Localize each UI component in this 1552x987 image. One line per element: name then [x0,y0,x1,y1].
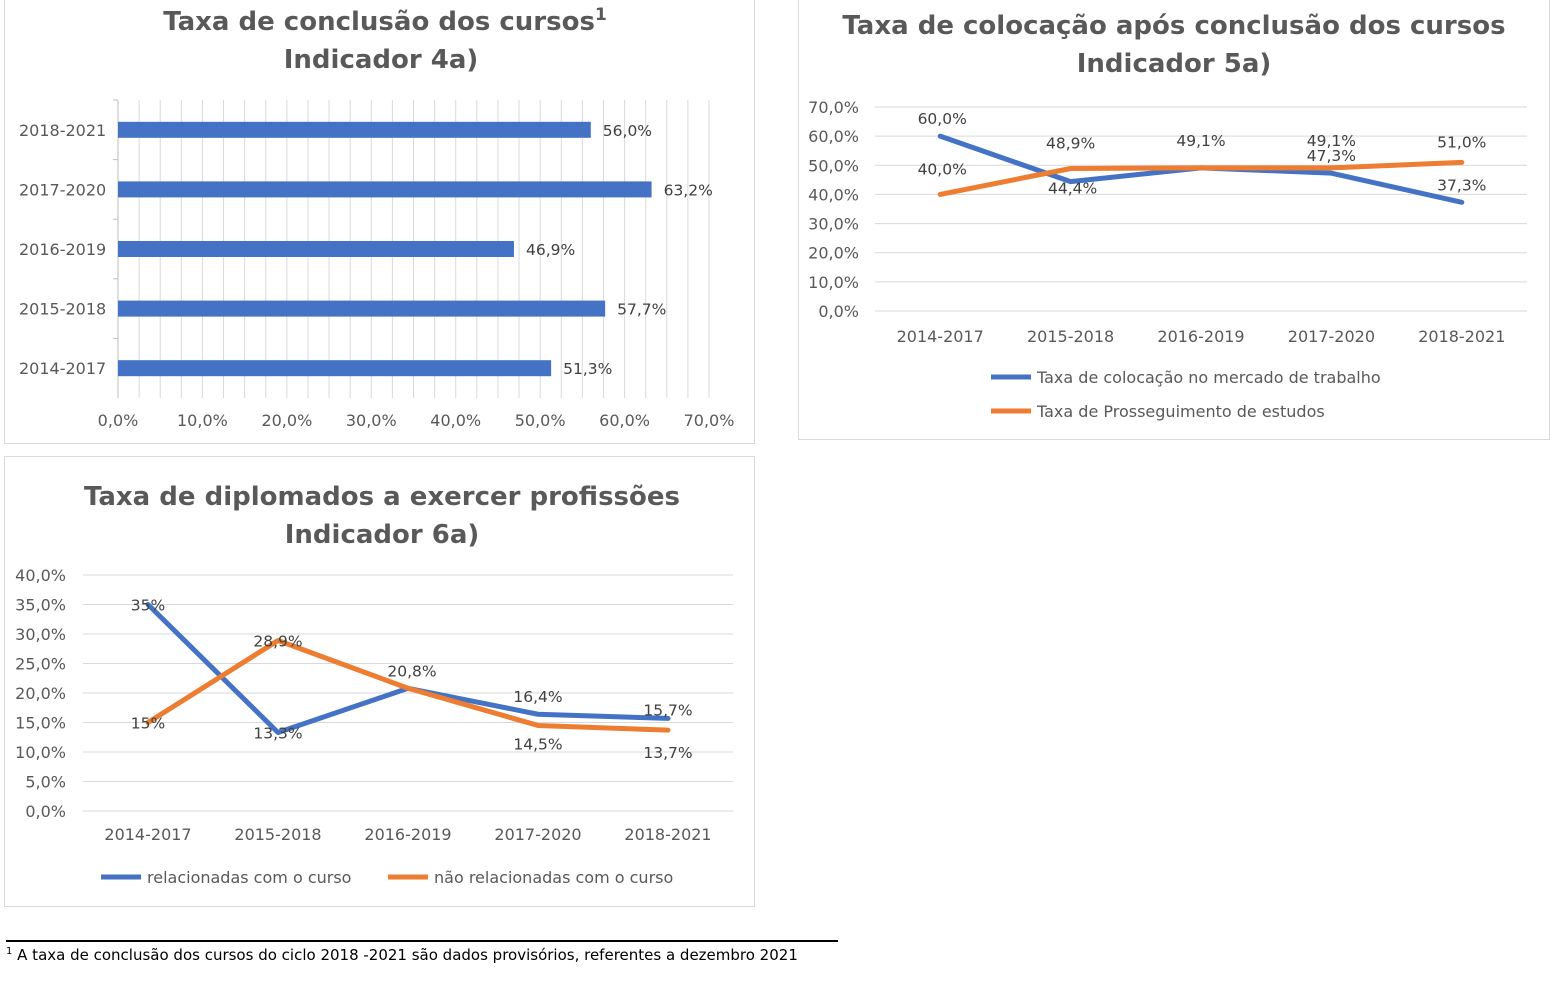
x-tick-label: 50,0% [515,411,566,430]
data-label: 44,4% [1048,180,1097,198]
y-tick-label: 10,0% [15,743,66,762]
professions-chart: Taxa de diplomados a exercer profissões … [15,482,733,887]
y-tick-label: 0,0% [25,802,66,821]
x-tick-label: 10,0% [177,411,228,430]
y-tick-label: 2018-2021 [19,121,106,140]
placement-chart-title: Taxa de colocação após conclusão dos cur… [842,11,1505,41]
y-tick-label: 2015-2018 [19,300,106,319]
y-tick-label: 2016-2019 [19,240,106,259]
legend-label: relacionadas com o curso [147,868,351,887]
data-label: 48,9% [1046,134,1095,152]
x-tick-label: 2014-2017 [104,825,191,844]
legend-label: Taxa de Prosseguimento de estudos [1036,402,1325,421]
x-tick-label: 20,0% [261,411,312,430]
bar-data-label: 57,7% [617,301,666,319]
y-tick-label: 60,0% [808,127,859,146]
data-label: 35% [131,597,165,615]
y-tick-label: 0,0% [818,302,859,321]
bar [118,241,514,257]
footnote: 1 A taxa de conclusão dos cursos do cicl… [6,940,838,972]
data-label: 49,1% [1307,132,1356,150]
data-label: 47,3% [1307,147,1356,165]
y-tick-label: 20,0% [808,244,859,263]
legend-label: não relacionadas com o curso [434,868,673,887]
bar [118,121,591,138]
y-tick-label: 15,0% [15,714,66,733]
data-label: 37,3% [1437,176,1486,194]
x-tick-label: 70,0% [684,411,735,430]
y-tick-label: 40,0% [808,185,859,204]
x-tick-label: 2016-2019 [1157,327,1244,346]
placement-chart: Taxa de colocação após conclusão dos cur… [808,11,1527,421]
y-tick-label: 35,0% [15,596,66,615]
x-tick-label: 60,0% [599,411,650,430]
completion-chart-subtitle: Indicador 4a) [284,45,479,75]
data-label: 13,3% [253,725,302,743]
x-tick-label: 30,0% [346,411,397,430]
data-label: 13,7% [643,744,692,762]
x-tick-label: 2015-2018 [1027,327,1114,346]
data-label: 28,9% [253,632,302,650]
y-tick-label: 2017-2020 [19,180,106,199]
data-label: 14,5% [513,735,562,753]
bar-data-label: 46,9% [526,241,575,259]
x-tick-label: 2018-2021 [624,825,711,844]
bar [118,360,552,377]
completion-chart-title: Taxa de conclusão dos cursos1 [163,5,607,37]
data-label: 20,8% [387,662,436,680]
bar-data-label: 56,0% [603,122,652,140]
x-tick-label: 2014-2017 [897,327,984,346]
data-label: 51,0% [1437,133,1486,151]
series-line [937,159,1465,197]
footnote-text: A taxa de conclusão dos cursos do ciclo … [17,946,798,964]
y-tick-label: 30,0% [15,625,66,644]
x-tick-label: 2016-2019 [364,825,451,844]
x-tick-label: 0,0% [98,411,139,430]
data-label: 60,0% [918,110,967,128]
y-tick-label: 5,0% [25,773,66,792]
x-tick-label: 2017-2020 [494,825,581,844]
legend-label: Taxa de colocação no mercado de trabalho [1036,368,1381,387]
placement-chart-panel: Taxa de colocação após conclusão dos cur… [798,0,1550,440]
data-label: 40,0% [918,160,967,178]
series-line [145,637,671,733]
y-tick-label: 30,0% [808,215,859,234]
data-label: 15% [131,715,165,733]
data-label: 16,4% [513,688,562,706]
completion-chart: Taxa de conclusão dos cursos1 Indicador … [19,5,735,430]
x-tick-label: 2015-2018 [234,825,321,844]
y-tick-label: 70,0% [808,98,859,117]
y-tick-label: 2014-2017 [19,359,106,378]
x-tick-label: 40,0% [430,411,481,430]
y-tick-label: 20,0% [15,684,66,703]
data-label: 15,7% [643,701,692,719]
y-tick-label: 40,0% [15,566,66,585]
completion-chart-panel: Taxa de conclusão dos cursos1 Indicador … [4,0,755,444]
x-tick-label: 2018-2021 [1418,327,1505,346]
bar [118,181,652,198]
bar [118,300,606,317]
bar-data-label: 51,3% [563,360,612,378]
footnote-marker: 1 [6,946,13,957]
y-tick-label: 10,0% [808,273,859,292]
y-tick-label: 50,0% [808,156,859,175]
placement-chart-subtitle: Indicador 5a) [1077,49,1272,79]
data-label: 49,1% [1176,132,1225,150]
y-tick-label: 25,0% [15,655,66,674]
professions-chart-title: Taxa de diplomados a exercer profissões [84,482,680,512]
x-tick-label: 2017-2020 [1288,327,1375,346]
professions-chart-subtitle: Indicador 6a) [285,520,480,550]
bar-data-label: 63,2% [664,181,713,199]
professions-chart-panel: Taxa de diplomados a exercer profissões … [4,456,755,907]
